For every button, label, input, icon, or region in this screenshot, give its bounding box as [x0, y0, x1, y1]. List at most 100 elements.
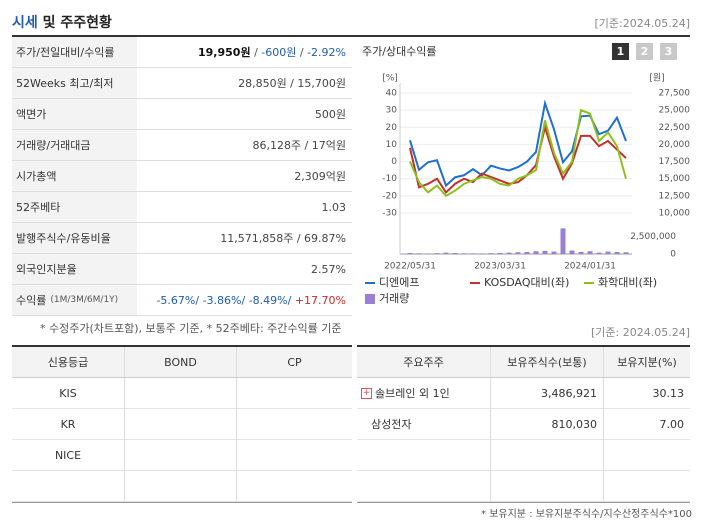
table-header: CP: [236, 347, 352, 378]
y2-tick-label: 17,500: [659, 157, 691, 167]
y-tick-label: -10: [382, 174, 397, 184]
label: 시가총액: [16, 170, 57, 183]
tab[interactable]: [612, 43, 629, 60]
base-date: [기준: 2024.05.24]: [590, 326, 690, 339]
table-cell: [490, 440, 603, 471]
volume-bar: [497, 252, 503, 254]
legend-label: 거래량: [379, 292, 409, 305]
row-label: 시가총액: [12, 161, 137, 192]
y2-tick-label: 27,500: [659, 89, 691, 99]
label: 수익률: [16, 294, 47, 307]
volume-bar: [488, 253, 494, 254]
x-tick-label: 2022/05/31: [384, 262, 436, 272]
tab-label[interactable]: 2: [641, 45, 649, 58]
table-header: BOND: [124, 347, 236, 378]
sublabel: (1M/3M/6M/1Y): [50, 295, 119, 305]
legend-swatch: [365, 294, 375, 304]
text-part: /: [296, 45, 308, 59]
y-tick-label: 0: [391, 157, 397, 167]
text-part: 86,128주 / 17억원: [252, 139, 346, 152]
tab[interactable]: [660, 43, 677, 60]
row-label: 발행주식수/유동비율: [12, 223, 137, 254]
row-value: 1.03: [137, 192, 352, 223]
volume-bar: [425, 253, 431, 254]
y-tick-label: 30: [386, 106, 398, 116]
text-part: -8.49%/: [248, 293, 295, 307]
base-date: [기준:2024.05.24]: [594, 17, 690, 30]
volume-bar: [569, 250, 575, 254]
volume-bar: [605, 251, 611, 254]
legend-label: 화학대비(좌): [598, 276, 657, 289]
volume-bar: [551, 251, 557, 254]
table-header: 주요주주: [357, 347, 490, 378]
volume-bar: [515, 252, 521, 254]
volume-bar: [623, 252, 629, 254]
text-part: 시세: [12, 15, 38, 31]
volume-bar: [443, 252, 449, 254]
label: 외국인지분율: [16, 263, 77, 276]
table-cell: [236, 409, 352, 440]
table-cell: [124, 378, 236, 409]
tab-label[interactable]: 3: [665, 45, 673, 58]
text-part: -3.86%/: [202, 293, 249, 307]
volume-bar: [461, 253, 467, 254]
table-header: 보유지분(%): [603, 347, 690, 378]
y2-tick-label: 25,000: [659, 106, 691, 116]
y-tick-label: 20: [386, 123, 398, 133]
y2-tick-label: 15,000: [659, 174, 691, 184]
y2-tick-label: 22,500: [659, 123, 691, 133]
row-value: -5.67%/ -3.86%/ -8.49%/ +17.70%: [137, 285, 352, 316]
row-value: 86,128주 / 17억원: [137, 130, 352, 161]
table-cell: [490, 471, 603, 502]
table-rule: [12, 502, 352, 503]
label: 거래량/거래대금: [16, 139, 91, 152]
row-label: 거래량/거래대금: [12, 130, 137, 161]
table-cell: [236, 378, 352, 409]
row-value: 500원: [137, 99, 352, 130]
text-part: -600원: [261, 46, 297, 59]
label: 52Weeks 최고/최저: [16, 77, 114, 90]
row-label: 외국인지분율: [12, 254, 137, 285]
table-cell: [357, 471, 490, 502]
volume-bar: [560, 228, 566, 254]
y-tick-label: 40: [386, 89, 398, 99]
table-cell: KIS: [12, 378, 124, 409]
label: 52주베타: [16, 201, 61, 214]
table-rule: [357, 345, 690, 347]
expand-icon[interactable]: +: [361, 387, 372, 399]
table-cell: 3,486,921: [490, 378, 603, 409]
text-part: 28,850원 / 15,700원: [238, 77, 346, 90]
volume-bar: [416, 253, 422, 254]
volume-bar: [587, 251, 593, 254]
tab-label[interactable]: 1: [617, 45, 625, 58]
table-cell: [12, 471, 124, 502]
row-value: 2.57%: [137, 254, 352, 285]
table-cell: 삼성전자: [357, 409, 490, 440]
text-part: 2.57%: [311, 262, 346, 276]
table-cell: NICE: [12, 440, 124, 471]
row-value: 11,571,858주 / 69.87%: [137, 223, 352, 254]
y3-tick-label: 0: [670, 250, 676, 260]
volume-bar: [452, 252, 458, 254]
volume-bar: [614, 251, 620, 254]
table-cell: [124, 440, 236, 471]
volume-bar: [533, 251, 539, 254]
tab[interactable]: [636, 43, 653, 60]
table-cell: + 솔브레인 외 1인: [357, 378, 490, 409]
table-cell: [603, 440, 690, 471]
volume-bar: [596, 252, 602, 254]
axis-unit: [%]: [382, 74, 398, 84]
label: 발행주식수/유동비율: [16, 232, 111, 245]
series-line: [409, 108, 627, 198]
table-cell: [124, 409, 236, 440]
text-part: 2,309억원: [294, 170, 346, 183]
row-label: 주가/전일대비/수익률: [12, 37, 137, 68]
row-value: 2,309억원: [137, 161, 352, 192]
volume-bar: [407, 252, 413, 254]
row-value: 19,950원 / -600원 / -2.92%: [137, 37, 352, 68]
table-header: 보유주식수(보통): [490, 347, 603, 378]
label: 액면가: [16, 108, 47, 121]
text-part: 500원: [314, 108, 346, 121]
